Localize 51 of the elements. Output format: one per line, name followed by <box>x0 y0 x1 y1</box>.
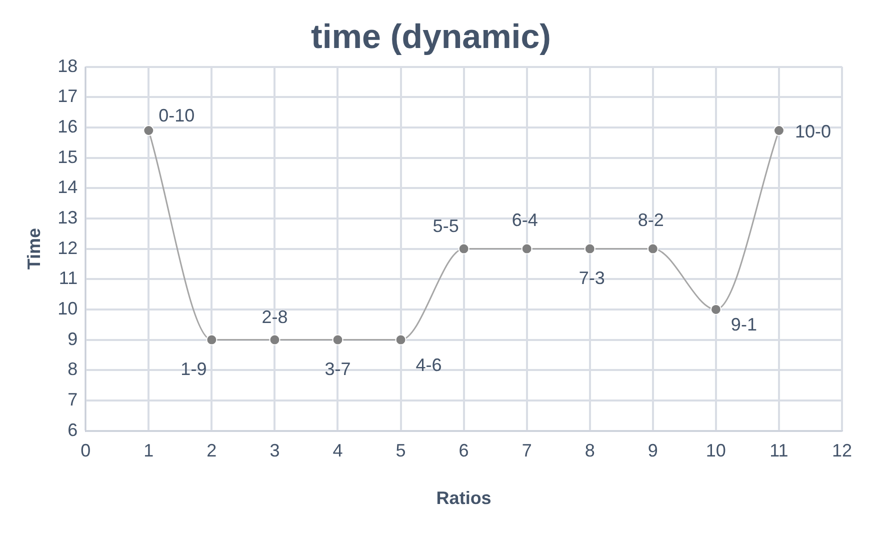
point <box>458 243 470 254</box>
x-tick-label: 10 <box>706 440 726 461</box>
x-tick-label: 8 <box>584 440 595 461</box>
point <box>584 243 596 254</box>
point <box>395 334 406 346</box>
y-tick-label: 7 <box>68 389 78 410</box>
x-tick-label: 2 <box>206 440 217 461</box>
point <box>521 243 532 254</box>
y-tick-label: 12 <box>58 238 78 258</box>
y-tick-label: 8 <box>68 359 78 380</box>
point <box>647 243 658 254</box>
annotation: 7-3 <box>578 268 605 288</box>
x-axis-title: Ratios <box>436 488 492 508</box>
x-tick-label: 5 <box>396 440 406 461</box>
y-tick-label: 6 <box>68 420 78 440</box>
point <box>710 304 722 315</box>
x-tick-label: 9 <box>648 440 658 461</box>
x-tick-label: 12 <box>832 440 852 461</box>
x-tick-label: 4 <box>332 440 343 461</box>
annotation: 2-8 <box>262 306 288 327</box>
annotation: 6-4 <box>512 210 538 230</box>
x-tick-label: 7 <box>522 440 532 461</box>
x-tick-label: 1 <box>144 440 154 461</box>
y-axis-title: Time <box>24 228 44 270</box>
y-tick-label: 15 <box>58 146 78 167</box>
annotation: 0-10 <box>158 105 195 126</box>
y-tick-label: 13 <box>58 207 78 228</box>
y-tick-label: 18 <box>58 56 78 76</box>
y-tick-label: 11 <box>58 268 78 288</box>
annotation: 5-5 <box>432 216 459 236</box>
x-tick-label: 6 <box>458 440 469 461</box>
chart-title: time (dynamic) <box>311 18 551 56</box>
point <box>206 334 218 346</box>
annotation: 3-7 <box>324 358 351 379</box>
point <box>332 334 344 346</box>
annotation: 4-6 <box>416 354 442 375</box>
annotation: 9-1 <box>730 314 757 334</box>
point <box>269 334 280 346</box>
y-tick-label: 14 <box>58 177 78 198</box>
annotation: 8-2 <box>638 210 664 230</box>
y-tick-label: 9 <box>68 328 78 349</box>
point <box>773 125 784 136</box>
x-tick-label: 11 <box>770 440 788 461</box>
annotation: 1-9 <box>180 358 207 379</box>
annotation: 10-0 <box>794 121 831 142</box>
y-tick-label: 10 <box>58 298 78 318</box>
y-tick-label: 17 <box>58 86 78 106</box>
point <box>143 125 154 136</box>
x-tick-label: 3 <box>270 440 280 461</box>
y-tick-label: 16 <box>58 116 78 136</box>
x-tick-label: 0 <box>80 440 91 461</box>
